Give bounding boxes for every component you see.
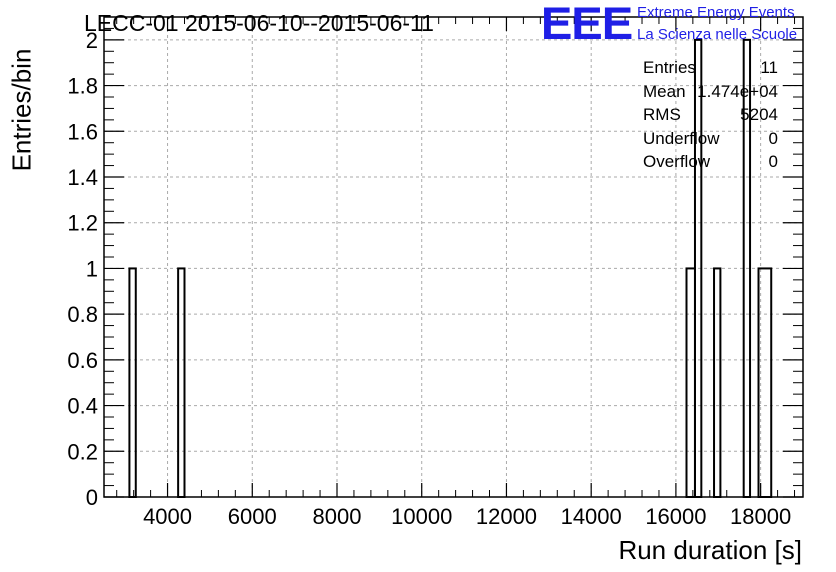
histogram-bar xyxy=(713,267,722,498)
stats-row-overflow: Overflow 0 xyxy=(640,152,780,176)
stats-label: Overflow xyxy=(643,152,711,171)
y-tick-label: 2 xyxy=(86,28,98,53)
y-tick-label: 1.4 xyxy=(67,165,98,190)
stats-label: RMS xyxy=(643,105,681,124)
axis-ticks xyxy=(104,16,803,498)
stats-value: 1.474e+04 xyxy=(697,81,778,101)
y-tick-label: 0 xyxy=(86,485,98,510)
y-tick-label: 0.8 xyxy=(67,302,98,327)
x-tick-label: 6000 xyxy=(228,504,277,529)
stats-value: 0 xyxy=(768,152,778,171)
histogram-bar xyxy=(685,267,696,498)
y-tick-label: 1.8 xyxy=(67,74,98,99)
y-tick-label: 0.6 xyxy=(67,348,98,373)
stats-value: 11 xyxy=(760,58,778,77)
x-tick-label: 14000 xyxy=(561,504,622,529)
stats-row-mean: Mean 1.474e+04 xyxy=(640,82,780,106)
x-tick-label: 12000 xyxy=(476,504,537,529)
stats-row-rms: RMS 5204 xyxy=(640,105,780,129)
y-tick-label: 1.2 xyxy=(67,211,98,236)
x-tick-label: 4000 xyxy=(143,504,192,529)
y-tick-label: 1.6 xyxy=(67,119,98,144)
x-tick-label: 18000 xyxy=(730,504,791,529)
eee-logo: EEE xyxy=(540,0,633,49)
stats-row-entries: Entries 11 xyxy=(640,58,780,82)
y-tick-label: 0.4 xyxy=(67,394,98,419)
tick-labels: 4000 6000 8000 10000 12000 14000 16000 18000 0 0.… xyxy=(67,28,791,529)
x-axis-title: Run duration [s] xyxy=(618,535,802,565)
histogram-bar xyxy=(128,267,137,498)
stats-row-underflow: Underflow 0 xyxy=(640,129,780,153)
stats-value: 0 xyxy=(768,128,778,148)
stats-label: Entries xyxy=(643,58,696,77)
stats-value: 5204 xyxy=(740,105,778,124)
x-tick-label: 8000 xyxy=(313,504,362,529)
stats-label: Mean xyxy=(643,81,686,101)
stats-label: Underflow xyxy=(643,128,720,148)
plot-title: LECC-01 2015-06-10--2015-06-11 xyxy=(84,10,434,36)
x-tick-label: 10000 xyxy=(391,504,452,529)
logo-tagline-2: La Scienza nelle Scuole xyxy=(637,26,798,43)
stats-box: Entries 11 Mean 1.474e+04 RMS 5204 Under… xyxy=(640,58,780,176)
y-tick-label: 0.2 xyxy=(67,439,98,464)
histogram-bar xyxy=(177,267,186,498)
y-tick-label: 1 xyxy=(86,256,98,281)
logo-tagline-1: Extreme Energy Events xyxy=(637,4,795,21)
y-axis-title: Entries/bin xyxy=(6,48,37,172)
x-tick-label: 16000 xyxy=(645,504,706,529)
